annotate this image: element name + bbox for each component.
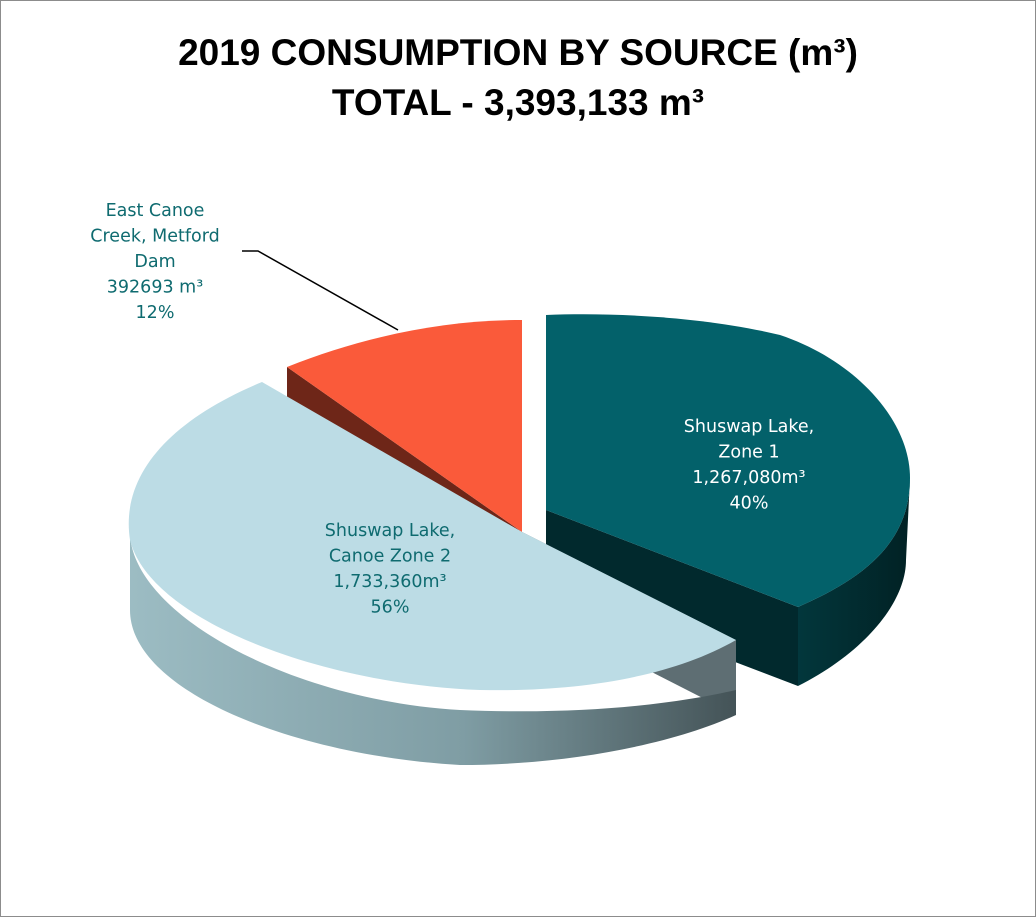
slice-zone1-side <box>798 478 910 686</box>
slice-eastcanoe-top <box>287 320 522 532</box>
slice-zone2-side <box>130 535 736 765</box>
slice-zone2-top <box>128 382 736 691</box>
slice-eastcanoe-label-line: East Canoe <box>106 201 205 221</box>
slice-zone2-label-line: 56% <box>371 598 410 618</box>
slice-zone2-label-line: 1,733,360m³ <box>333 572 446 592</box>
slice-zone1-label-line: 1,267,080m³ <box>692 468 805 488</box>
slice-zone2-label: Shuswap Lake, Canoe Zone 2 1,733,360m³ 56% <box>325 521 455 618</box>
slice-eastcanoe-label-line: Dam <box>134 252 175 272</box>
slice-zone1-label-line: Zone 1 <box>718 443 779 463</box>
chart-subtitle: TOTAL - 3,393,133 m³ <box>331 82 705 123</box>
eastcanoe-leader-line <box>242 250 399 331</box>
slice-zone2-label-line: Shuswap Lake, <box>325 521 455 541</box>
slice-zone1-label: Shuswap Lake, Zone 1 1,267,080m³ 40% <box>684 417 814 514</box>
slice-zone1-label-line: 40% <box>730 494 769 514</box>
slice-zone1-top <box>546 314 910 607</box>
chart-title: 2019 CONSUMPTION BY SOURCE (m³) <box>178 32 858 73</box>
slice-zone2-label-line: Canoe Zone 2 <box>329 547 451 567</box>
slice-eastcanoe[interactable] <box>287 320 522 532</box>
slice-eastcanoe-label-line: 392693 m³ <box>107 278 203 298</box>
slice-zone2[interactable] <box>128 382 736 765</box>
slice-eastcanoe-label-line: Creek, Metford <box>90 227 219 247</box>
slice-eastcanoe-label-line: 12% <box>136 303 175 323</box>
slice-eastcanoe-label: East Canoe Creek, Metford Dam 392693 m³ 12% <box>90 201 219 323</box>
slice-zone1-label-line: Shuswap Lake, <box>684 417 814 437</box>
chart-title-block: 2019 CONSUMPTION BY SOURCE (m³) TOTAL - … <box>0 28 1036 128</box>
